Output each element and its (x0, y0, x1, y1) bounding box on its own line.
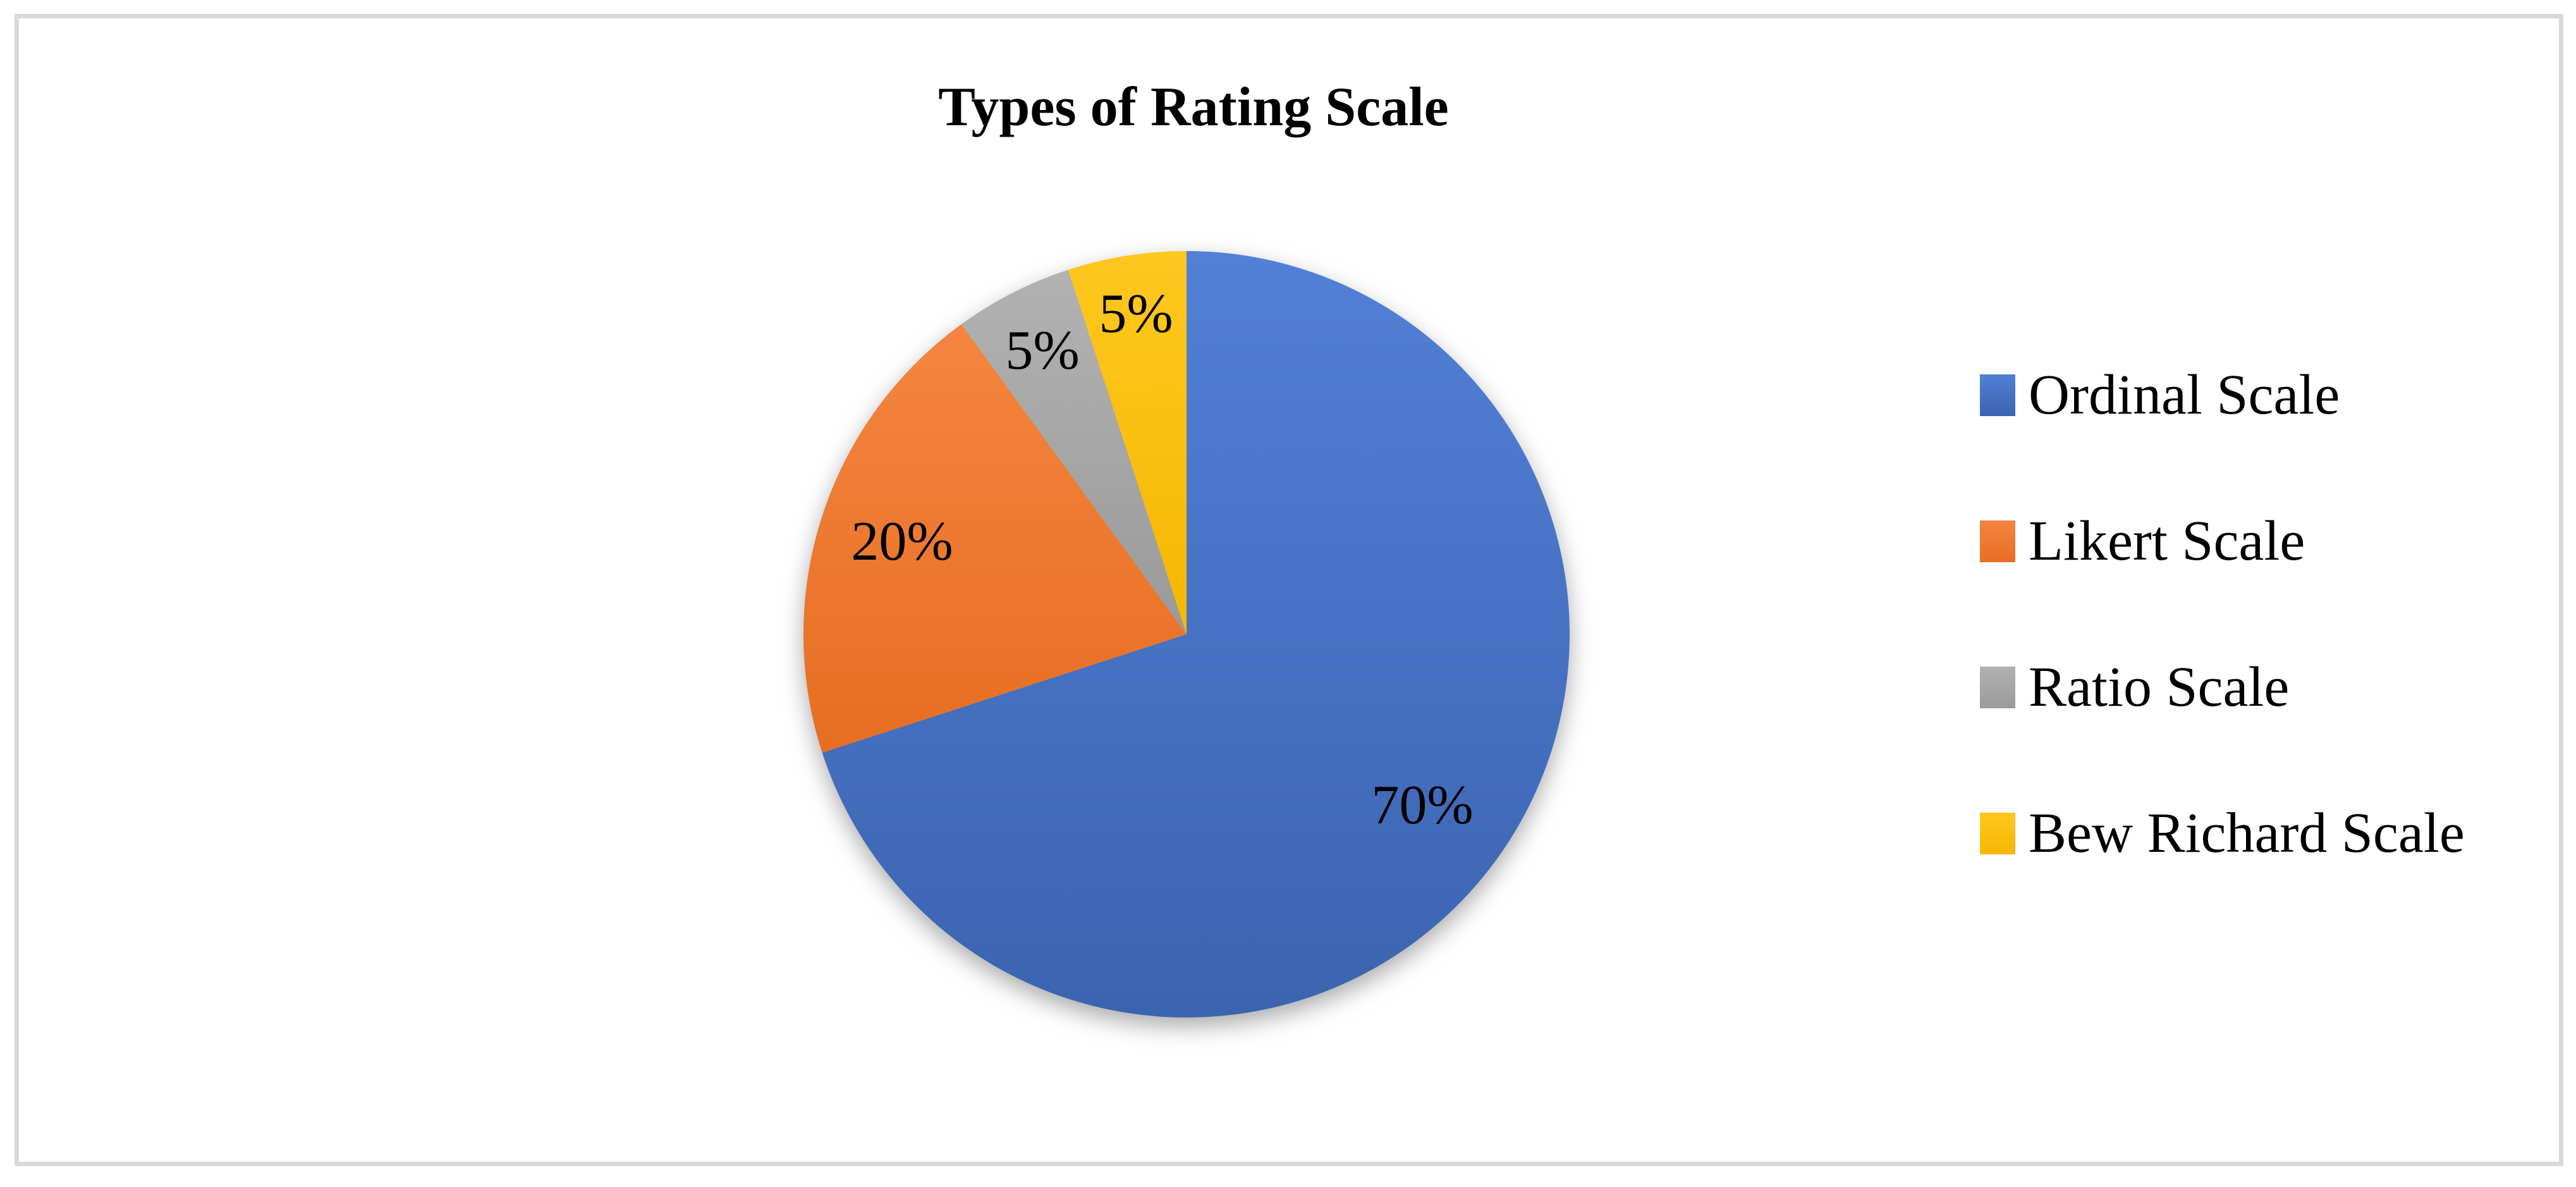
legend-item-ordinal-scale[interactable]: Ordinal Scale (1980, 367, 2340, 424)
legend-label-likert-scale: Likert Scale (2029, 510, 2305, 572)
legend-item-ratio-scale[interactable]: Ratio Scale (1980, 659, 2289, 716)
pie-slice-ratio-scale[interactable] (961, 269, 1187, 634)
slice-label-ordinal-scale: 70% (1371, 775, 1474, 836)
legend-swatch-ratio-scale (1980, 667, 2015, 708)
chart-border (15, 14, 2563, 1166)
legend-label-ratio-scale: Ratio Scale (2029, 656, 2290, 718)
legend-swatch-ordinal-scale (1980, 374, 2015, 416)
slice-label-likert-scale: 20% (851, 511, 953, 572)
legend-item-bew-richard-scale[interactable]: Bew Richard Scale (1980, 805, 2465, 862)
slice-label-ratio-scale: 5% (1005, 320, 1080, 381)
legend-item-likert-scale[interactable]: Likert Scale (1980, 513, 2305, 570)
pie-slice-bew-richard-scale[interactable] (1068, 251, 1187, 634)
slice-label-bew-richard-scale: 5% (1099, 283, 1173, 345)
legend-label-bew-richard-scale: Bew Richard Scale (2029, 802, 2465, 864)
pie-slice-ordinal-scale[interactable] (822, 251, 1570, 1018)
chart-title: Types of Rating Scale (938, 77, 1449, 138)
legend-label-ordinal-scale: Ordinal Scale (2029, 364, 2340, 426)
legend-swatch-likert-scale (1980, 520, 2015, 562)
pie-slice-likert-scale[interactable] (803, 324, 1187, 753)
legend-swatch-bew-richard-scale (1980, 813, 2015, 854)
